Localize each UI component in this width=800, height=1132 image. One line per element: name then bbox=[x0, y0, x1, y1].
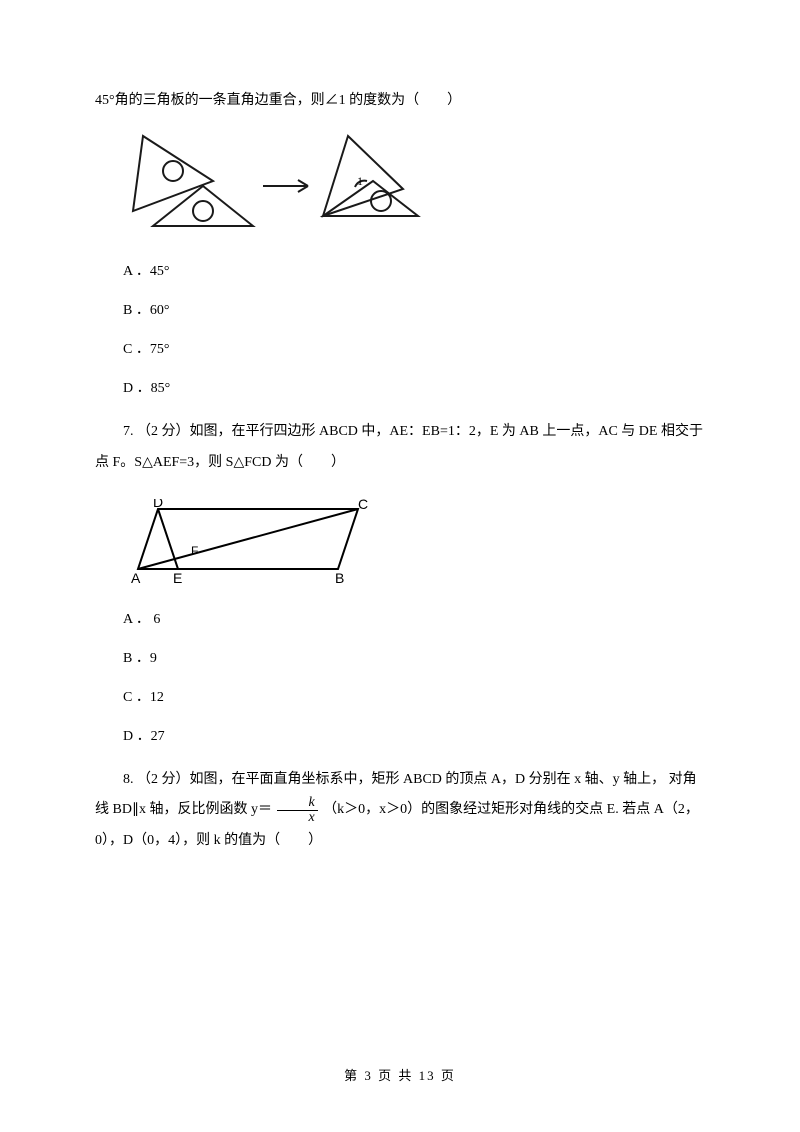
q7-optA: A ． 6 bbox=[123, 609, 705, 630]
label-B: B bbox=[335, 570, 344, 586]
q6-optA: A ．45° bbox=[123, 261, 705, 282]
q7-figure: D C A E B F bbox=[123, 499, 705, 589]
svg-text:1: 1 bbox=[357, 174, 363, 188]
q6-figure: 1 bbox=[123, 131, 705, 241]
q7-stem: 7. （2 分）如图，在平行四边形 ABCD 中，AE：EB=1：2，E 为 A… bbox=[95, 417, 705, 479]
q7-optC: C ．12 bbox=[123, 687, 705, 708]
label-F: F bbox=[191, 544, 198, 558]
q6-optD: D ．85° bbox=[123, 378, 705, 399]
q8-stem-a: 8. （2 分）如图，在平面直角坐标系中，矩形 ABCD 的顶点 A，D 分别在… bbox=[123, 772, 665, 787]
q8-fraction: k x bbox=[277, 796, 317, 825]
label-A: A bbox=[131, 570, 141, 586]
frac-num: k bbox=[277, 796, 317, 811]
q8-stem: 8. （2 分）如图，在平面直角坐标系中，矩形 ABCD 的顶点 A，D 分别在… bbox=[95, 765, 705, 857]
frac-den: x bbox=[277, 811, 317, 825]
q6-optC: C ．75° bbox=[123, 339, 705, 360]
q7-optB: B ．9 bbox=[123, 648, 705, 669]
q7-optD: D ．27 bbox=[123, 726, 705, 747]
q6-stem: 45°角的三角板的一条直角边重合，则∠1 的度数为（ ） bbox=[95, 90, 705, 111]
page-footer: 第 3 页 共 13 页 bbox=[0, 1065, 800, 1084]
label-C: C bbox=[358, 499, 368, 512]
label-E: E bbox=[173, 570, 182, 586]
label-D: D bbox=[153, 499, 163, 510]
q6-optB: B ．60° bbox=[123, 300, 705, 321]
